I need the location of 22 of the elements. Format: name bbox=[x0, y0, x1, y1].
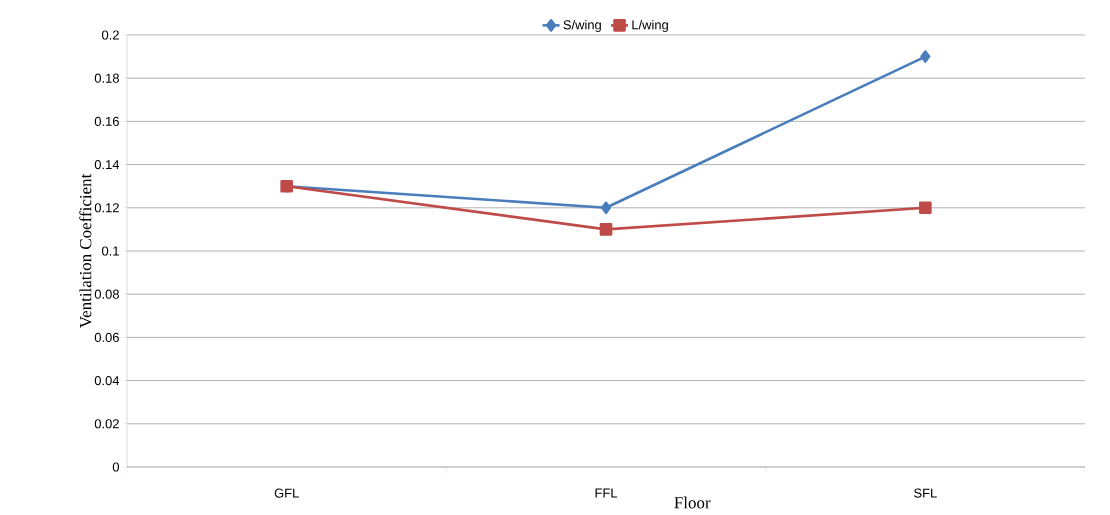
point bbox=[920, 50, 931, 63]
y-tick-label: 0.16 bbox=[94, 116, 119, 126]
y-tick-label: 0.14 bbox=[94, 160, 120, 170]
x-tick-label: SFL bbox=[914, 488, 937, 498]
point bbox=[599, 223, 613, 236]
y-tick-label: 0.08 bbox=[94, 289, 119, 299]
point bbox=[600, 201, 612, 215]
legend-label: L/wing bbox=[632, 19, 668, 32]
x-axis-title: Floor bbox=[674, 496, 711, 509]
y-tick-label: 0.2 bbox=[101, 30, 119, 40]
x-tick-label: GFL bbox=[274, 488, 299, 498]
legend-label: S/wing bbox=[563, 19, 601, 32]
y-tick-label: 0.04 bbox=[94, 376, 120, 386]
y-tick-label: 0.12 bbox=[94, 203, 119, 213]
y-axis-title: Ventilation Coefficient bbox=[79, 173, 92, 329]
y-tick-label: 0.1 bbox=[101, 246, 119, 256]
point bbox=[919, 201, 932, 215]
y-tick-label: 0 bbox=[112, 462, 119, 472]
y-tick-label: 0.06 bbox=[94, 332, 119, 342]
y-tick-label: 0.18 bbox=[94, 73, 119, 83]
x-tick-label: FFL bbox=[595, 488, 618, 498]
y-tick-label: 0.02 bbox=[94, 419, 119, 429]
